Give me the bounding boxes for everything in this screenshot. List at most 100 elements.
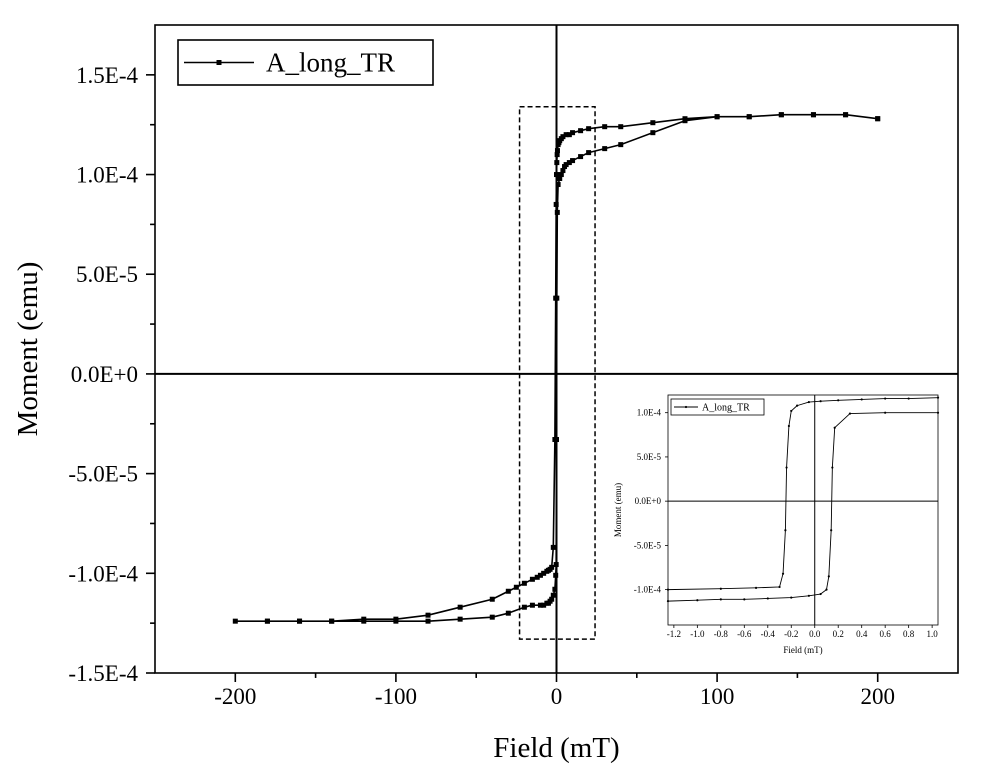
main-data-point (529, 602, 535, 608)
inset-data-point (781, 572, 785, 575)
main-data-point (554, 437, 559, 443)
inset-data-point (827, 575, 830, 578)
inset-chart: -1.2 -1.0 -0.8 -0.6 -0.4 -0.2 0.0 0.2 0.4 0.6 0.8 1… (613, 394, 940, 655)
inset-legend-label: A_long_TR (702, 403, 750, 414)
inset-data-point (819, 400, 822, 403)
main-data-point (746, 114, 752, 120)
inset-plot-background (668, 395, 938, 625)
main-data-point (489, 614, 495, 620)
main-chart: -200 -100 0 100 200 -1.5E-4 -1.0E-4 -5.0E-5 0.0E… (12, 24, 959, 764)
inset-data-point (743, 598, 746, 601)
inset-data-point (907, 397, 910, 400)
main-x-tick-label: -200 (214, 684, 256, 709)
inset-data-point (766, 597, 769, 600)
main-data-point (586, 150, 592, 156)
inset-x-tick-label: -0.6 (737, 629, 752, 639)
main-data-point (553, 201, 559, 207)
inset-data-point (784, 529, 787, 532)
inset-data-point (848, 412, 852, 415)
main-legend-label: A_long_TR (266, 48, 395, 78)
main-y-tick-label: -5.0E-5 (68, 462, 138, 487)
main-data-point (554, 295, 560, 301)
main-legend-box (177, 39, 434, 86)
inset-data-point (787, 424, 791, 428)
main-data-point (534, 574, 540, 580)
inset-x-tick-label: 1.0 (927, 629, 939, 639)
main-data-point (558, 172, 564, 178)
inset-data-point (837, 399, 840, 402)
main-data-point (682, 118, 688, 124)
main-data-point (618, 142, 624, 148)
main-data-point (570, 158, 576, 164)
inset-plot-frame (667, 394, 939, 626)
inset-y-axis-title: Moment (emu) (613, 483, 623, 537)
main-data-point (550, 592, 556, 598)
main-data-point (553, 562, 559, 568)
inset-data-point (819, 592, 822, 596)
inset-data-point (807, 594, 810, 597)
inset-x-tick-label: -0.4 (761, 629, 776, 639)
main-data-point (505, 588, 511, 594)
main-data-point (425, 618, 431, 624)
inset-data-point (884, 397, 887, 400)
main-data-point (553, 572, 559, 578)
inset-data-point (719, 598, 722, 601)
inset-data-point (830, 529, 833, 532)
main-data-point (566, 160, 572, 166)
inset-y-tick-label: 1.0E-4 (637, 408, 662, 418)
inset-data-point (860, 398, 863, 401)
main-data-point (425, 612, 431, 618)
main-data-point (521, 604, 527, 610)
main-data-point (489, 596, 495, 602)
main-data-point (457, 604, 463, 610)
inset-data-point (825, 588, 828, 591)
main-y-tick-label: -1.5E-4 (68, 661, 138, 686)
inset-x-tick-label: 0.6 (880, 629, 892, 639)
main-x-tick-label: 0 (551, 684, 563, 709)
inset-data-point (696, 599, 699, 602)
main-data-point (563, 132, 569, 138)
main-data-point (393, 618, 399, 624)
main-data-point (778, 112, 784, 118)
main-data-point (578, 154, 584, 160)
main-data-point (618, 124, 624, 130)
main-data-point (560, 168, 566, 174)
main-data-point (555, 182, 561, 188)
main-data-point (570, 130, 576, 136)
inset-x-axis-title: Field (mT) (783, 645, 822, 655)
inset-data-point (754, 586, 758, 589)
main-data-point (554, 148, 560, 154)
main-data-point (552, 586, 558, 592)
main-data-point (557, 176, 563, 182)
main-data-point (586, 126, 592, 132)
inset-x-tick-label: 0.2 (833, 629, 844, 639)
inset-y-tick-label: 5.0E-5 (637, 452, 662, 462)
main-data-point (541, 602, 547, 608)
inset-data-point (796, 404, 799, 407)
main-data-point (554, 160, 560, 166)
main-y-tick-label: 1.5E-4 (76, 63, 138, 88)
main-data-point (549, 596, 555, 602)
main-data-point (875, 116, 881, 122)
main-data-point (361, 618, 367, 624)
main-data-point (529, 576, 535, 582)
main-data-point (650, 120, 656, 126)
inset-legend-box (670, 398, 765, 416)
main-data-point (602, 124, 608, 130)
main-data-point (329, 618, 335, 624)
main-y-tick-label: 5.0E-5 (76, 262, 138, 287)
main-data-point (602, 146, 608, 152)
inset-data-point (719, 587, 722, 590)
inset-x-tick-label: 0.0 (809, 629, 821, 639)
inset-y-tick-label: -5.0E-5 (634, 540, 662, 550)
inset-data-point (785, 466, 788, 469)
main-data-point (297, 618, 303, 624)
main-legend-marker (216, 60, 222, 65)
main-y-tick-label: 0.0E+0 (71, 362, 138, 387)
main-data-point (563, 162, 569, 168)
main-data-point (714, 114, 720, 120)
inset-data-point (790, 409, 793, 413)
main-data-point (554, 172, 559, 178)
main-y-tick-label: -1.0E-4 (68, 561, 138, 586)
